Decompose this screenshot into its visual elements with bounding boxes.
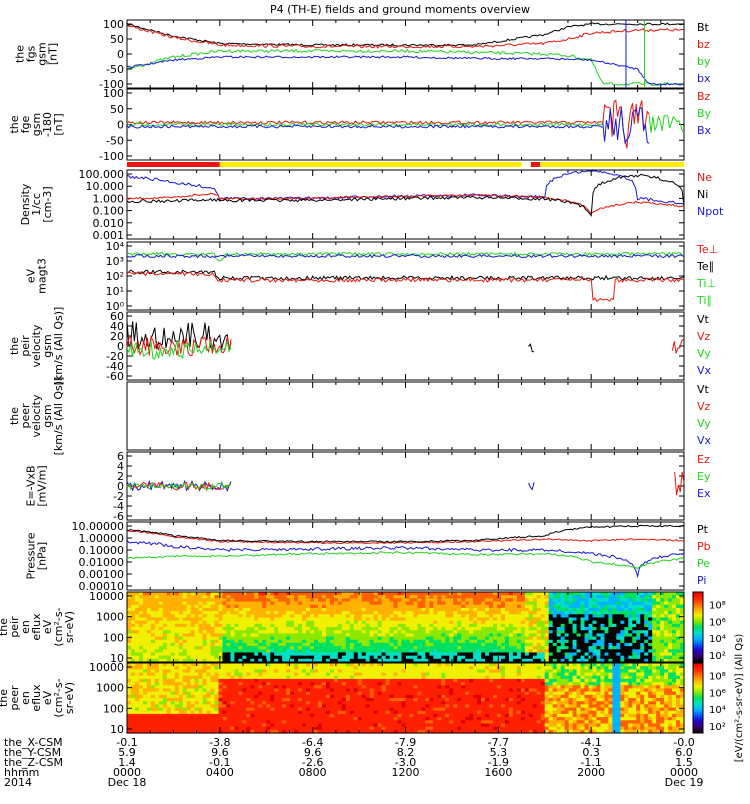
legend-entry: Vy: [697, 417, 711, 430]
y-tick-label: 10¹: [106, 285, 124, 298]
mode-bar-fast: [220, 162, 522, 167]
y-tick-label: -50: [106, 134, 124, 147]
y-tick-label: 10⁴: [106, 240, 125, 253]
y-tick-label: 1000: [96, 611, 124, 624]
legend-entry: Ez: [697, 453, 710, 466]
y-axis-title: sr-eV): [63, 611, 76, 643]
legend-entry: Bx: [697, 124, 712, 137]
legend-entry: Pe: [697, 557, 710, 570]
legend-entry: by: [697, 55, 711, 68]
y-tick-label: 100: [103, 631, 124, 644]
legend-entry: bx: [697, 72, 711, 85]
y-axis-title: [nPa]: [36, 542, 49, 570]
y-tick-label: 10³: [106, 255, 124, 268]
mode-bar-slow: [127, 162, 220, 167]
y-tick-label: 0.010: [93, 217, 125, 230]
y-axis-title: [mV/m]: [36, 465, 49, 506]
legend-entry: Ne: [697, 171, 712, 184]
legend-entry: bz: [697, 38, 710, 51]
legend-entry: Ni: [697, 188, 708, 201]
y-tick-label: 0.100: [93, 205, 125, 218]
legend-entry: Pi: [697, 574, 706, 587]
mode-bar-slow: [531, 162, 540, 167]
y-tick-label: 10²: [106, 270, 124, 283]
y-axis-title: [km/s (All Qs)]: [52, 377, 65, 456]
legend-entry: Ti⊥: [696, 277, 716, 290]
legend-entry: Pb: [697, 540, 711, 553]
y-tick-label: 10000: [89, 590, 124, 603]
y-axis-title: [nT]: [47, 43, 60, 65]
y-tick-label: 0: [117, 119, 124, 132]
legend-entry: Ex: [697, 487, 711, 500]
legend-entry: Vx: [697, 434, 712, 447]
legend-entry: Vt: [697, 383, 710, 396]
legend-entry: Vy: [697, 347, 711, 360]
legend-entry: Ti∥: [696, 294, 712, 307]
chart-title: P4 (TH-E) fields and ground moments over…: [270, 3, 530, 16]
y-tick-label: -60: [106, 370, 124, 383]
legend-entry: Vz: [697, 400, 711, 413]
legend-entry: By: [697, 107, 712, 120]
legend-entry: Te⊥: [696, 243, 718, 256]
y-tick-label: -50: [106, 63, 124, 76]
legend-entry: Te∥: [696, 260, 714, 273]
y-tick-label: -100: [99, 150, 124, 163]
y-tick-label: 10.000: [86, 180, 125, 193]
y-tick-label: 50: [110, 103, 124, 116]
y-axis-title: [cm-3]: [41, 186, 54, 222]
y-tick-label: 50: [110, 33, 124, 46]
y-tick-label: 100.000: [79, 168, 125, 181]
legend-entry: Npot: [697, 205, 724, 218]
y-axis-title: [nT]: [52, 113, 65, 135]
legend-entry: Bt: [697, 21, 710, 34]
y-axis-title: [km/s (All Qs)]: [52, 307, 65, 386]
legend-entry: Pt: [697, 523, 709, 536]
y-tick-label: 1.000: [93, 192, 125, 205]
legend-entry: Ey: [697, 470, 711, 483]
y-tick-label: 100: [103, 18, 124, 31]
y-tick-label: 0: [117, 48, 124, 61]
legend-entry: Vx: [697, 364, 712, 377]
mode-bar-fast: [540, 162, 684, 167]
legend-entry: Bz: [697, 90, 711, 103]
legend-entry: Vt: [697, 313, 710, 326]
y-axis-title: magt3: [36, 258, 49, 294]
legend-entry: Vz: [697, 330, 711, 343]
y-tick-label: 100: [103, 87, 124, 100]
